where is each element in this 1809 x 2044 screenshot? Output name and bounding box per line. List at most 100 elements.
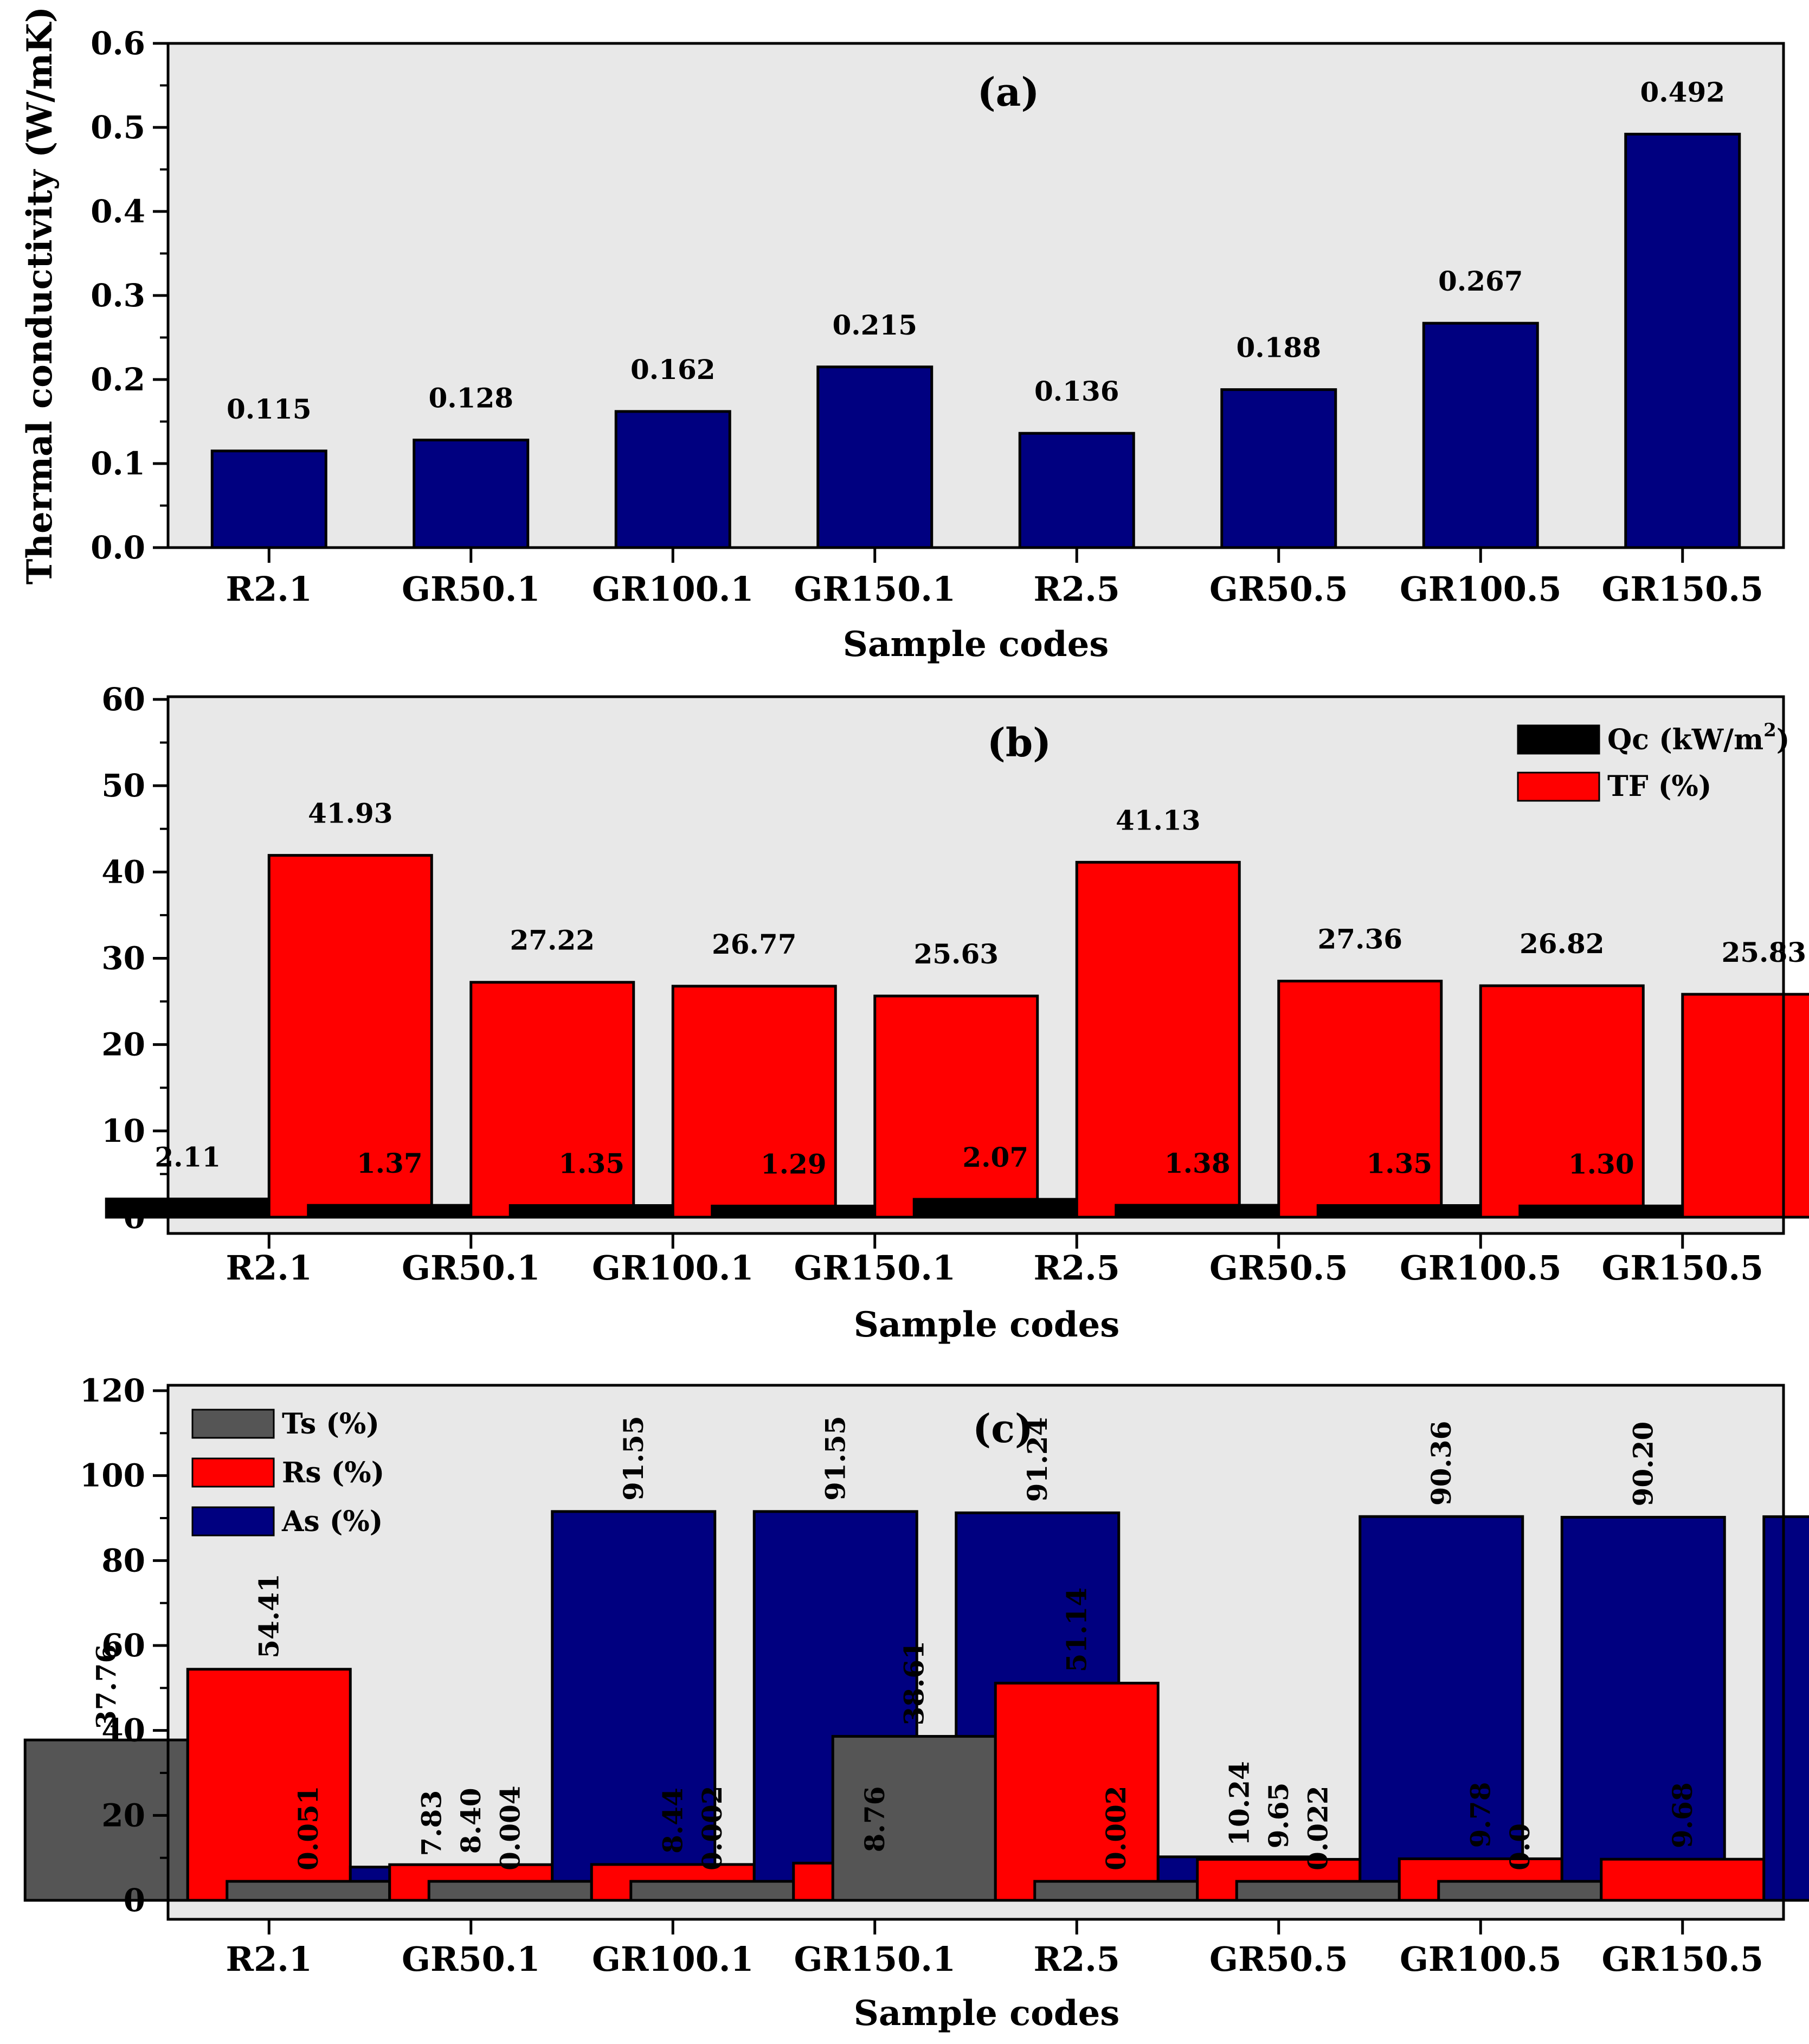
panel-c-category-label: R2.1 <box>226 1939 312 1979</box>
panel-b-data-label: 27.22 <box>510 924 595 956</box>
panel-b-frame <box>166 695 1785 1235</box>
panel-a-data-label: 0.188 <box>1236 332 1321 364</box>
panel-a-data-label: 0.267 <box>1438 265 1523 297</box>
legend-swatch-tf <box>1517 772 1600 802</box>
panel-c-x-axis: R2.1 GR50.1 GR100.1 GR150.1 R2.5 GR50.5 GR100.… <box>226 1919 1763 1979</box>
panel-a-category-label: GR150.1 <box>794 569 956 609</box>
panel-c-bar-as <box>551 1510 717 1902</box>
panel-b-data-label: 1.38 <box>1164 1147 1231 1179</box>
panel-b-y-tick-label: 60 <box>101 681 145 718</box>
panel-b-data-label: 1.29 <box>761 1148 827 1180</box>
panel-a-y-axis-title: Thermal conductivity (W/mK) <box>20 7 60 584</box>
panel-a-data-label: 0.162 <box>630 353 716 385</box>
panel-a-y-tick-label: 0.0 <box>91 529 145 566</box>
panel-a-y-tick-label: 0.2 <box>91 361 145 398</box>
panel-b-data-label: 1.35 <box>558 1148 625 1180</box>
panel-b-bar-qc <box>1115 1204 1280 1219</box>
panel-b-data-label: 25.83 <box>1721 936 1806 968</box>
panel-a-category-label: GR100.1 <box>592 569 754 609</box>
panel-b-x-axis: R2.1 GR50.1 GR100.1 GR150.1 R2.5 GR50.5 GR100.… <box>226 1233 1763 1288</box>
panel-a-data-label: 0.115 <box>227 393 312 425</box>
panel-c-y-tick-label: 80 <box>101 1542 145 1579</box>
panel-c-x-axis-title: Sample codes <box>854 1993 1120 2034</box>
panel-a-bar-thermal <box>210 449 327 549</box>
panel-b-bar-tf <box>1681 993 1809 1219</box>
panel-b-category-label: R2.5 <box>1034 1248 1120 1288</box>
panel-b-bar-qc <box>307 1204 473 1219</box>
panel-a-data-label: 0.492 <box>1640 76 1725 108</box>
panel-b-x-axis-title: Sample codes <box>854 1304 1120 1345</box>
panel-c-data-label: 9.65 <box>1263 1783 1295 1849</box>
legend-swatch-ts <box>191 1409 275 1439</box>
panel-b-data-label: 2.07 <box>962 1141 1028 1173</box>
panel-a-bar-thermal <box>1018 432 1135 549</box>
panel-c-frame <box>166 1384 1785 1921</box>
panel-a-bar-thermal <box>816 365 934 549</box>
panel-c-y-tick-label: 120 <box>80 1372 145 1409</box>
panel-b-bar-qc <box>1518 1204 1684 1219</box>
panel-c-data-label: 8.76 <box>859 1786 891 1853</box>
panel-a-data-label: 0.136 <box>1034 375 1119 407</box>
panel-b-category-label: GR50.5 <box>1209 1248 1348 1288</box>
legend-swatch-qc <box>1517 724 1600 755</box>
panel-c-data-label: 51.14 <box>1060 1587 1092 1673</box>
panel-b-bar-tf <box>469 981 635 1219</box>
panel-a-category-label: GR50.5 <box>1209 569 1348 609</box>
legend-label-ts: Ts (%) <box>282 1407 379 1441</box>
panel-c-data-label: 0.002 <box>696 1785 728 1871</box>
panel-b-data-labels: 2.11 41.93 1.37 27.22 1.35 26.77 1.29 25.63 2.07… <box>154 798 1806 1180</box>
panel-c-data-label: 8.40 <box>455 1788 487 1854</box>
panel-b-bar-tf <box>671 985 837 1219</box>
panel-a-category-label: GR150.5 <box>1601 569 1763 609</box>
panel-b-y-tick-label: 0 <box>124 1199 145 1236</box>
panel-b-y-tick-label: 40 <box>101 853 145 890</box>
panel-b-bar-qc <box>912 1198 1078 1219</box>
panel-c-category-label: GR100.5 <box>1400 1939 1562 1979</box>
panel-a-y-axis: 0.0 0.1 0.2 0.3 0.4 0.5 0.6 <box>91 25 168 566</box>
panel-c-bar-ts <box>831 1735 997 1902</box>
panel-c-data-label: 91.55 <box>819 1416 851 1501</box>
panel-c-data-label: 7.83 <box>415 1790 447 1856</box>
panel-c-category-label: GR50.1 <box>402 1939 540 1979</box>
panel-c-bar-ts <box>1437 1880 1603 1902</box>
panel-c-category-label: GR100.1 <box>592 1939 754 1979</box>
panel-c-bar-ts <box>226 1880 391 1902</box>
panel-c-category-label: GR150.1 <box>794 1939 956 1979</box>
panel-b-data-label: 25.63 <box>913 938 999 970</box>
panel-c-data-label: 54.41 <box>253 1573 285 1659</box>
panel-c-data-label: 0.022 <box>1302 1785 1334 1871</box>
panel-a: (a) 0.115 0.1280.1620.2150.1360.1880.2670… <box>20 7 1785 665</box>
panel-c-data-label: 91.24 <box>1021 1417 1053 1502</box>
panel-c-bar-rs <box>186 1668 352 1902</box>
panel-a-bar-thermal <box>1422 322 1539 549</box>
panel-c-category-label: R2.5 <box>1034 1939 1120 1979</box>
legend-swatch-as <box>191 1506 275 1537</box>
panel-a-y-tick-label: 0.5 <box>91 109 145 146</box>
panel-c-data-label: 0.051 <box>292 1785 324 1871</box>
legend-label-rs: Rs (%) <box>282 1456 384 1489</box>
panel-c-data-label: 0.004 <box>494 1785 526 1871</box>
panel-b-bar-tf <box>1277 980 1443 1219</box>
panel-c-data-label: 38.61 <box>898 1641 930 1726</box>
panel-c-bar-ts <box>1033 1880 1199 1902</box>
panel-c-y-tick-label: 60 <box>101 1627 145 1664</box>
panel-c-category-label: GR150.5 <box>1601 1939 1763 1979</box>
panel-c-title: (c) <box>973 1405 1033 1451</box>
legend-label-tf: TF (%) <box>1607 770 1711 803</box>
panel-b-y-tick-label: 30 <box>101 940 145 977</box>
panel-a-data-label: 0.128 <box>428 382 513 414</box>
panel-c-legend: Ts (%) Rs (%) As (%) <box>191 1407 384 1538</box>
panel-c-data-label: 90.20 <box>1627 1422 1659 1507</box>
panel-a-bar-thermal <box>413 439 530 549</box>
panel-c-data-label: 91.55 <box>617 1416 649 1501</box>
panel-a-bar-thermal <box>1220 388 1337 549</box>
panel-b-data-label: 41.93 <box>308 798 393 830</box>
panel-c: (c) 37.76 54.41 7.83 0.051 8.40 91.55 0.004 8.4… <box>23 1372 1809 2034</box>
panel-c-y-axis: 0 20 40 60 80 100 120 <box>80 1372 168 1919</box>
panel-b: (b) 2.11 41.93 1.37 27.22 1.35 26.77 1.29 25.63… <box>101 681 1809 1345</box>
panel-b-category-label: R2.1 <box>226 1248 312 1288</box>
panel-c-bar-ts <box>629 1880 795 1902</box>
panel-a-y-tick-label: 0.3 <box>91 277 145 314</box>
panel-c-bar-rs <box>994 1681 1160 1902</box>
